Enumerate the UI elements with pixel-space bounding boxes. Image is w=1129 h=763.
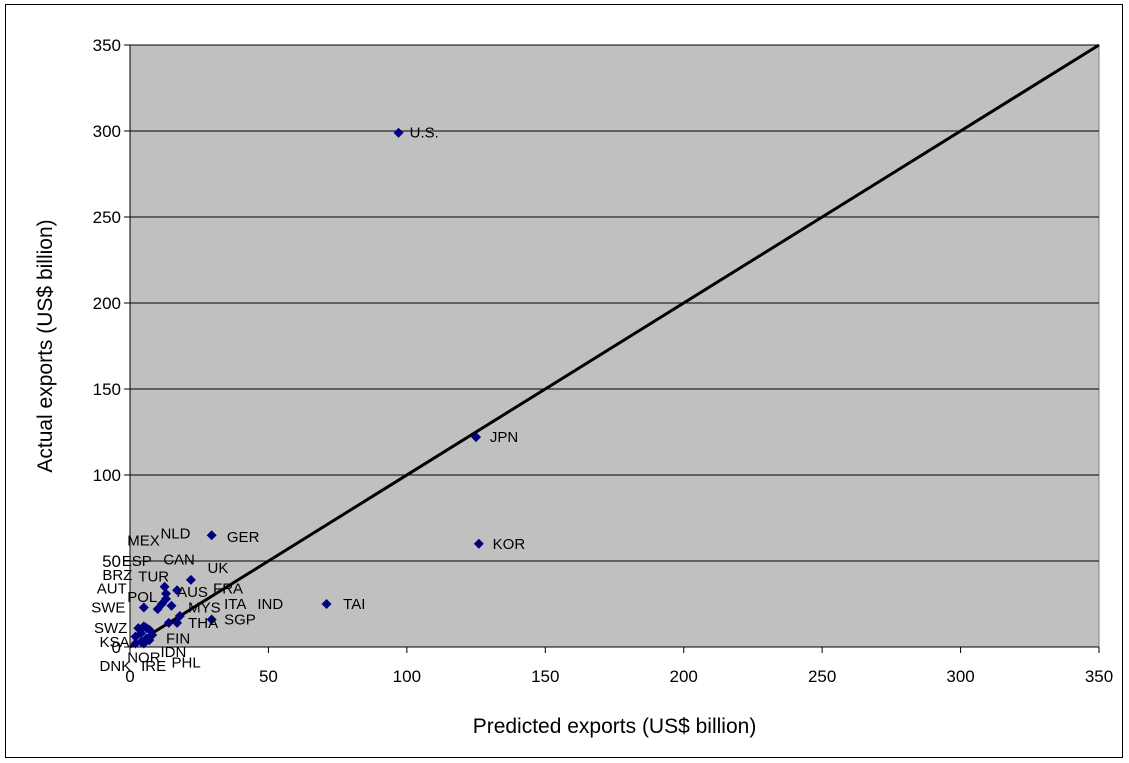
y-tick-label: 200 <box>93 294 121 313</box>
point-us <box>393 127 404 138</box>
point-label-pol: POL <box>127 589 157 606</box>
point-aus <box>166 600 177 611</box>
x-tick-label: 50 <box>259 667 278 686</box>
diagonal-reference-line <box>129 43 1100 649</box>
point-label-ger: GER <box>227 529 260 546</box>
point-label-swz: SWZ <box>94 620 127 637</box>
point-dnk <box>130 638 141 649</box>
point-label-mex: MEX <box>127 532 160 549</box>
point-label-tur: TUR <box>138 568 169 585</box>
point-nld <box>185 574 196 585</box>
point-tur <box>138 602 149 613</box>
point-ire <box>138 638 149 649</box>
x-tick-label: 200 <box>670 667 698 686</box>
point-label-aus: AUS <box>177 584 208 601</box>
point-label-jpn: JPN <box>490 429 518 446</box>
y-tick-label: 100 <box>93 466 121 485</box>
point-esp <box>160 588 171 599</box>
point-ger <box>206 530 217 541</box>
point-label-nor: NOR <box>127 649 161 666</box>
x-axis-title: Predicted exports (US$ billion) <box>473 715 757 738</box>
x-tick-label: 350 <box>1085 667 1113 686</box>
point-label-nld: NLD <box>160 525 190 542</box>
point-label-ita: ITA <box>224 596 246 613</box>
point-can <box>172 585 183 596</box>
point-label-fin: FIN <box>166 630 190 647</box>
point-ita <box>152 604 163 615</box>
tick-labels: 0 50 100 150 200 250 300 350 0 50 100 150 200 250 300 3… <box>93 36 1114 686</box>
point-tha <box>172 617 183 628</box>
y-tick-label: 350 <box>93 36 121 55</box>
point-label-dnk: DNK <box>100 658 132 675</box>
y-axis-title: Actual exports (US$ billion) <box>34 219 57 472</box>
y-tick-label: 150 <box>93 380 121 399</box>
y-tick-label: 250 <box>93 208 121 227</box>
data-points <box>130 127 484 649</box>
point-label-sgp: SGP <box>224 611 256 628</box>
point-ksa <box>130 631 141 642</box>
point-label-ksa: KSA <box>100 634 130 651</box>
point-label-esp: ESP <box>122 553 152 570</box>
y-tick-label: 50 <box>102 552 121 571</box>
point-label-ire: IRE <box>141 658 166 675</box>
axes <box>124 44 1100 653</box>
point-label-can: CAN <box>163 551 195 568</box>
point-label-tai: TAI <box>343 596 365 613</box>
point-label-kor: KOR <box>493 536 526 553</box>
point-label-tha: THA <box>188 615 218 632</box>
point-label-us: U.S. <box>410 125 439 142</box>
x-tick-label: 0 <box>125 667 134 686</box>
x-tick-label: 150 <box>531 667 559 686</box>
gridlines <box>130 44 1099 562</box>
point-ind <box>206 614 217 625</box>
point-label-aut: AUT <box>97 581 127 598</box>
point-label-uk: UK <box>208 560 229 577</box>
x-tick-label: 100 <box>393 667 421 686</box>
y-tick-label: 300 <box>93 122 121 141</box>
point-label-fra: FRA <box>213 581 243 598</box>
point-kor <box>473 538 484 549</box>
point-tai <box>321 599 332 609</box>
point-label-swe: SWE <box>91 599 125 616</box>
point-mex <box>159 581 170 592</box>
x-tick-label: 300 <box>946 667 974 686</box>
point-jpn <box>471 432 482 443</box>
point-sgp <box>163 617 174 628</box>
x-tick-label: 250 <box>808 667 836 686</box>
point-label-idn: IDN <box>160 644 186 661</box>
point-label-phl: PHL <box>172 654 201 671</box>
point-label-mys: MYS <box>188 599 221 616</box>
point-label-brz: BRZ <box>102 567 132 584</box>
point-label-ind: IND <box>257 596 283 613</box>
y-tick-label: 0 <box>112 638 121 657</box>
